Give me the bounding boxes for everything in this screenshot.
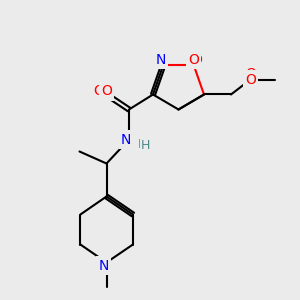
Text: N: N [155,53,166,67]
Text: O: O [246,67,256,80]
Text: O: O [188,53,199,67]
Text: O: O [191,53,202,67]
Text: O: O [94,85,104,98]
Text: N: N [98,259,109,272]
Text: O: O [245,73,256,86]
Text: N: N [121,133,131,146]
Text: N: N [155,53,166,67]
Text: H: H [138,137,147,151]
Text: H: H [141,139,150,152]
Text: N: N [121,133,131,146]
Text: O: O [101,85,112,98]
Text: N: N [101,259,112,272]
